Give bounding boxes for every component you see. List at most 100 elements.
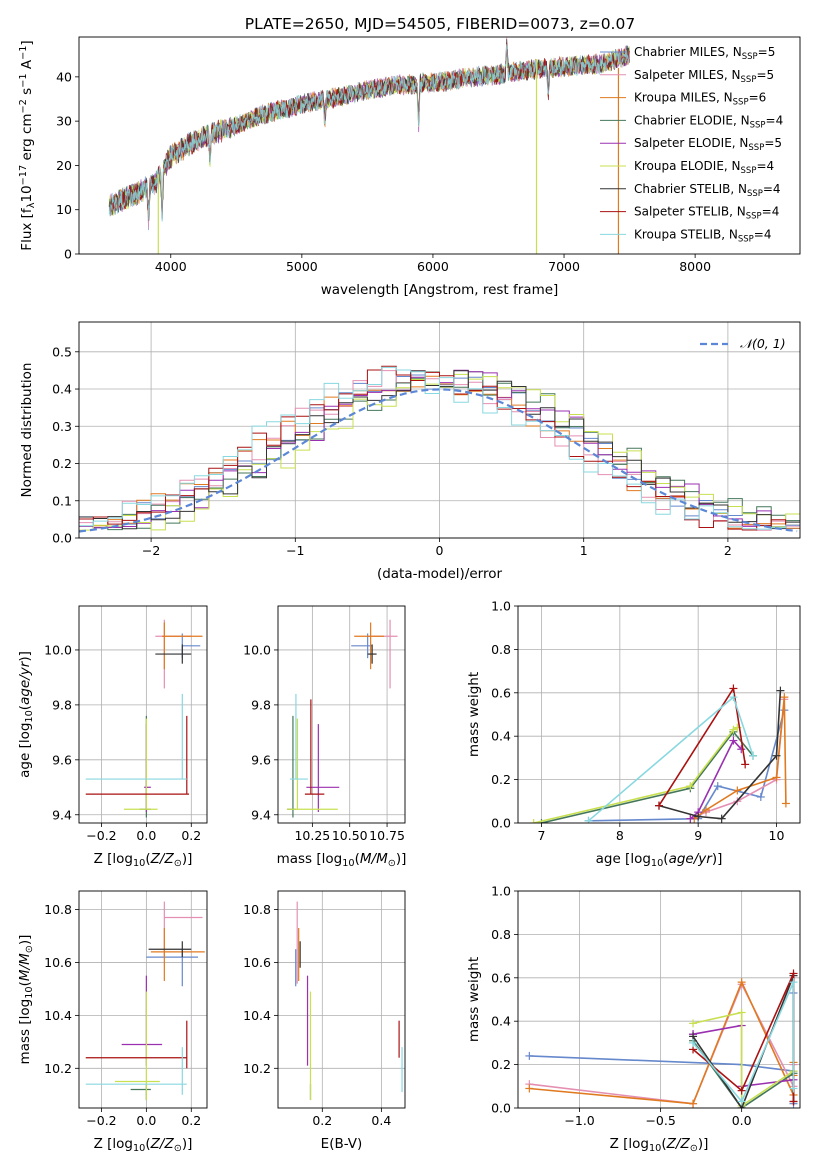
errorbar-point <box>354 622 385 670</box>
plot-area <box>295 901 403 1101</box>
weight-marker <box>733 786 742 795</box>
weight-marker <box>694 812 703 821</box>
y-tick-label: 10.0 <box>243 642 271 657</box>
errorbar-point <box>85 1020 188 1069</box>
weight-marker <box>781 799 790 808</box>
y-axis-label: Normed distribution <box>19 363 35 498</box>
errorbar-point <box>114 991 160 1101</box>
x-axis-label: Z [log10(Z/Z⊙)] <box>94 851 193 869</box>
errorbar-point <box>123 718 158 810</box>
legend-entry: Salpeter MILES, NSSP=5 <box>634 68 774 85</box>
weight-marker <box>584 816 593 823</box>
weight-line-chabrier-elodie <box>541 730 754 823</box>
y-tick-label: 0.0 <box>52 531 72 546</box>
x-axis-label: mass [log10(M/M⊙)] <box>277 851 407 869</box>
weight-line-kroupa-stelib <box>587 695 754 822</box>
legend-entry: Chabrier STELIB, NSSP=4 <box>634 182 781 199</box>
errorbar-point <box>130 1084 151 1101</box>
panel-mass_weight_vs_Z: −1.0 −0.5 0.0 0.0 0.2 0.4 0.6 0.8 1.0 Z [log10(Z/… <box>466 884 801 1154</box>
y-tick-label: 10.8 <box>44 902 72 917</box>
panel-spectrum: 4000 5000 6000 7000 8000 0 10 20 30 40 wavelength … <box>18 36 801 298</box>
errorbar-point <box>304 699 325 795</box>
panel-mass_weight_vs_age: 7 8 9 10 0.0 0.2 0.4 0.6 0.8 1.0 age [log10(age/yr… <box>466 599 801 869</box>
weight-line-salpeter-miles <box>529 982 795 1105</box>
weight-line-kroupa-stelib <box>692 981 795 1104</box>
weight-line-kroupa-elodie <box>692 1011 794 1108</box>
errorbar-point <box>289 693 308 780</box>
y-tick-label: 0.4 <box>491 729 511 744</box>
axes-frame <box>277 890 406 1109</box>
y-tick-label: 0.0 <box>491 1101 511 1116</box>
errorbar-point <box>286 715 296 818</box>
plot-area <box>85 901 205 1101</box>
legend-entry: 𝒩(0, 1) <box>740 336 786 351</box>
errorbar-point <box>148 941 192 958</box>
y-tick-label: 9.4 <box>251 807 271 822</box>
plot-area <box>525 969 798 1108</box>
weight-marker <box>689 1019 698 1028</box>
weight-marker <box>737 745 746 754</box>
spectrum-legend: Chabrier MILES, NSSP=5 Salpeter MILES, NS… <box>600 45 783 244</box>
figure-title: PLATE=2650, MJD=54505, FIBERID=0073, z=0… <box>245 15 635 33</box>
y-tick-label: 10.2 <box>44 1061 72 1076</box>
weight-line-kroupa-elodie <box>533 726 738 823</box>
x-tick-label: 0.4 <box>371 1113 391 1128</box>
normal-reference-curve <box>79 388 798 533</box>
y-axis-label: mass [log10(M/M⊙)] <box>17 935 35 1065</box>
legend-entry: Kroupa STELIB, NSSP=4 <box>634 227 772 244</box>
y-tick-label: 10.0 <box>44 642 72 657</box>
weight-marker <box>737 1008 746 1017</box>
weight-marker <box>737 1097 746 1106</box>
errorbar-point <box>155 644 192 664</box>
axes-frame <box>78 36 801 255</box>
plot-area <box>85 619 203 818</box>
weight-marker <box>717 814 726 823</box>
y-tick-label: 9.8 <box>251 697 271 712</box>
weight-marker <box>776 686 785 695</box>
panel-residuals: −2 −1 0 1 2 0.0 0.1 0.2 0.3 0.4 0.5 (data-model)/er… <box>19 321 801 582</box>
y-axis-label: mass weight <box>466 672 482 757</box>
y-tick-label: 0 <box>64 247 72 262</box>
y-tick-label: 0.1 <box>52 493 72 508</box>
weight-marker <box>741 760 750 769</box>
weight-marker <box>686 782 695 791</box>
x-tick-label: 10 <box>769 828 785 843</box>
y-axis-label: Flux [fλ10−17 erg cm−2 s−1 A−1] <box>18 40 37 250</box>
weight-marker <box>529 819 538 823</box>
plot-area <box>108 37 630 254</box>
x-tick-label: 7 <box>538 828 546 843</box>
plot-area <box>79 365 800 533</box>
errorbar-point <box>306 724 340 813</box>
weight-marker <box>689 1038 698 1047</box>
x-tick-label: 10.75 <box>369 828 405 843</box>
y-tick-label: 10.6 <box>243 955 271 970</box>
y-axis-label: age [log10(age/yr)] <box>17 651 35 778</box>
x-tick-label: 8 <box>616 828 624 843</box>
weight-line-chabrier-miles <box>588 709 786 822</box>
weight-marker <box>655 801 663 810</box>
y-tick-label: 1.0 <box>491 599 511 614</box>
legend-entry: Salpeter STELIB, NSSP=4 <box>634 205 779 222</box>
y-axis-label: mass weight <box>466 957 482 1042</box>
y-tick-label: 10.8 <box>243 902 271 917</box>
x-axis-label: E(B-V) <box>321 1136 363 1152</box>
weight-marker <box>525 1084 534 1093</box>
x-tick-label: 4000 <box>155 259 187 274</box>
x-tick-label: −1.0 <box>564 1113 594 1128</box>
weight-marker <box>729 736 738 745</box>
errorbar-point <box>286 718 338 810</box>
weight-marker <box>749 751 757 760</box>
weight-marker <box>756 792 765 801</box>
x-tick-label: 1 <box>580 543 588 558</box>
errorbar-point <box>85 693 187 780</box>
y-tick-label: 0.2 <box>52 456 72 471</box>
panel-age_vs_Z: −0.2 0.0 0.2 9.4 9.6 9.8 10.0 Z [log10(Z/Z⊙)] ag… <box>17 605 208 869</box>
spectrum-line-kroupa-stelib <box>108 44 630 222</box>
weight-marker <box>789 969 798 978</box>
x-tick-label: 0.2 <box>181 828 201 843</box>
x-tick-label: 0.0 <box>136 1113 156 1128</box>
legend-entry: Kroupa MILES, NSSP=6 <box>634 91 766 108</box>
axes-frame <box>277 605 406 824</box>
weight-marker <box>537 819 546 823</box>
